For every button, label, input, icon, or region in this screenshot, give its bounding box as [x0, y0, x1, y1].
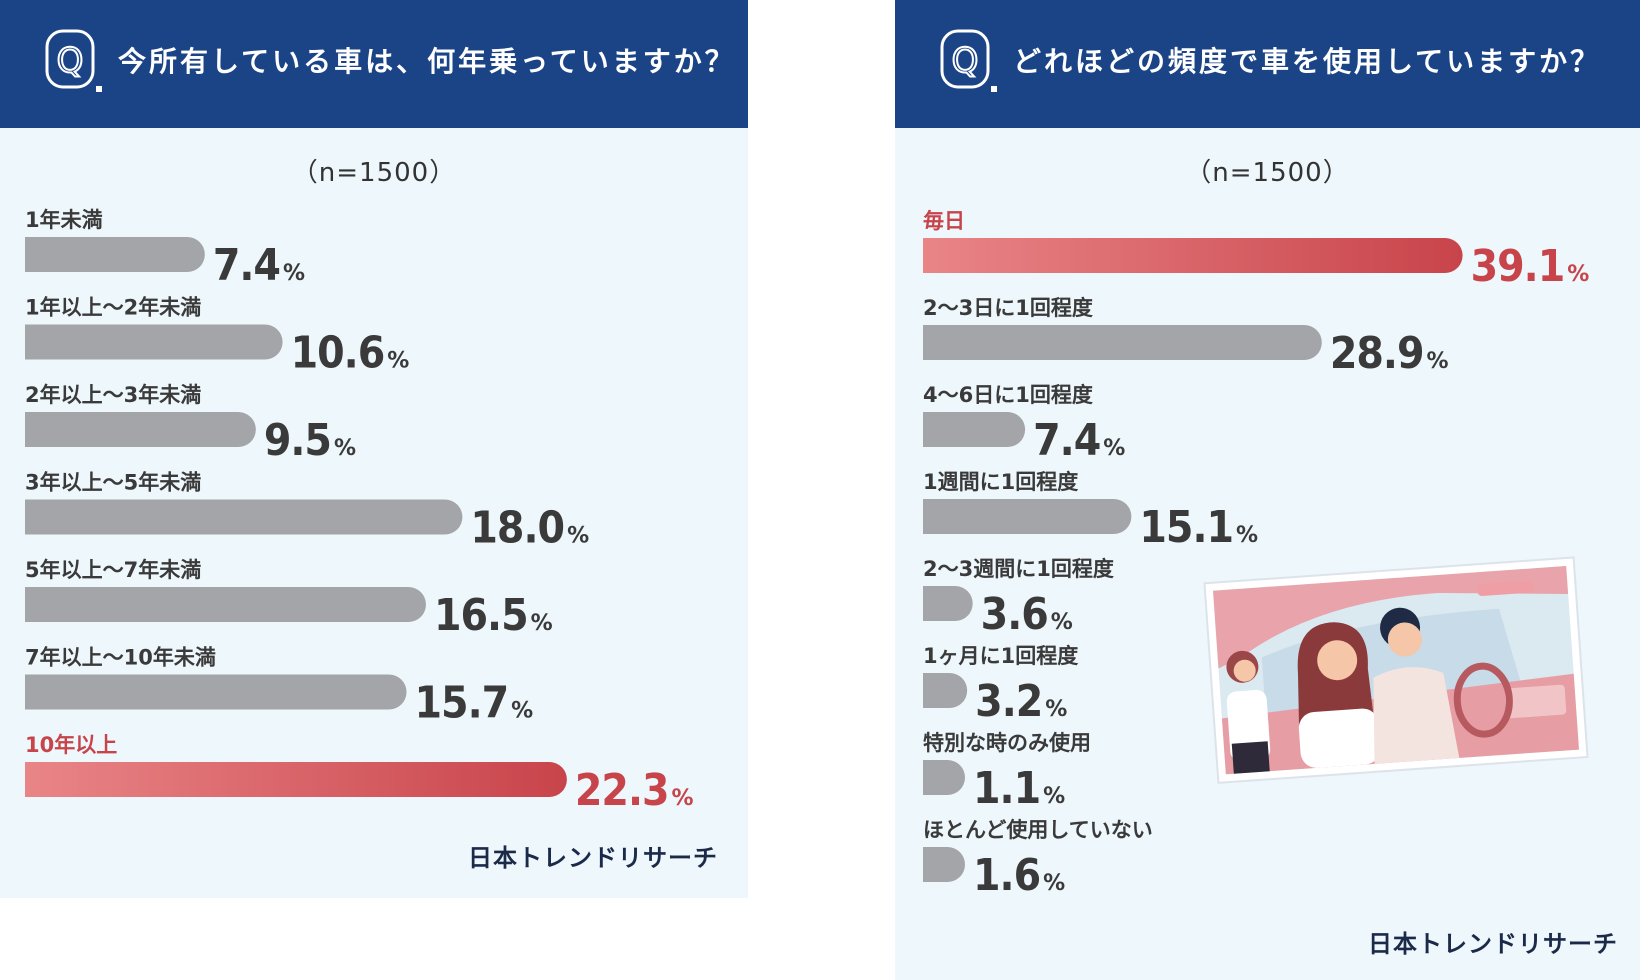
category-label: 1年未満: [25, 208, 103, 232]
bar: [923, 325, 1322, 360]
value-label: 1.6: [973, 850, 1040, 901]
percent-unit: %: [1043, 784, 1065, 809]
left-question-header: Q 今所有している車は、何年乗っていますか？: [0, 0, 748, 128]
value-label: 3.6: [981, 589, 1048, 640]
bar: [25, 499, 463, 535]
bar: [923, 412, 1026, 447]
value-label: 16.5: [434, 590, 528, 641]
left-bar-chart: 1年未満 7.4 % 1年以上～2年未満 10.6 % 2年以上～3年未満 9.5 % 3年以上～…: [25, 208, 694, 816]
bar: [25, 324, 283, 360]
value-label: 1.1: [973, 763, 1040, 814]
category-label: 特別な時のみ使用: [923, 731, 1091, 755]
category-label: 1年以上～2年未満: [25, 296, 201, 320]
percent-unit: %: [511, 699, 533, 724]
category-label: 10年以上: [25, 733, 117, 757]
percent-unit: %: [567, 524, 589, 549]
category-label: 7年以上～10年未満: [25, 646, 216, 670]
value-label: 7.4: [213, 240, 280, 291]
percent-unit: %: [334, 436, 356, 461]
value-label: 3.2: [975, 676, 1042, 727]
bar: [923, 673, 968, 708]
bar: [923, 238, 1463, 273]
category-label: ほとんど使用していない: [923, 818, 1153, 842]
left-survey-panel: Q 今所有している車は、何年乗っていますか？ （n=1500） 1年未満 7.4%…: [0, 0, 748, 898]
q-icon: Q: [940, 29, 997, 92]
right-bar-chart: 毎日 39.1 % 2～3日に1回程度 28.9 % 4～6日に1回程度 7.4 % 1週間に1回…: [923, 209, 1589, 901]
brand-logo: 日本トレンドリサーチ: [1368, 930, 1618, 958]
bar: [25, 412, 256, 447]
percent-unit: %: [1043, 871, 1065, 896]
category-label: 1週間に1回程度: [923, 470, 1078, 494]
category-label: 5年以上～7年未満: [25, 558, 201, 582]
percent-unit: %: [1045, 697, 1067, 722]
percent-unit: %: [1426, 349, 1448, 374]
value-label: 22.3: [575, 765, 669, 816]
value-label: 18.0: [470, 503, 564, 554]
right-question-header: Q どれほどの頻度で車を使用していますか？: [895, 0, 1640, 128]
brand-logo: 日本トレンドリサーチ: [468, 844, 718, 872]
category-label: 毎日: [923, 209, 965, 233]
bar: [25, 587, 426, 622]
right-question-title: どれほどの頻度で車を使用していますか？: [1013, 45, 1602, 78]
percent-unit: %: [283, 261, 305, 286]
value-label: 28.9: [1330, 328, 1424, 379]
value-label: 15.7: [415, 678, 509, 729]
bar: [25, 237, 205, 272]
right-survey-panel: Q どれほどの頻度で車を使用していますか？ （n=1500） 毎日 39.1% 2～…: [895, 0, 1640, 980]
left-sample-size: （n=1500）: [291, 158, 457, 188]
category-label: 2～3週間に1回程度: [923, 557, 1114, 581]
value-label: 9.5: [264, 415, 331, 466]
bar: [923, 760, 965, 795]
right-sample-size: （n=1500）: [1185, 158, 1350, 188]
left-question-title: 今所有している車は、何年乗っていますか？: [118, 45, 736, 78]
bar: [923, 499, 1132, 534]
percent-unit: %: [1567, 262, 1589, 287]
svg-text:Q: Q: [952, 41, 979, 81]
bar: [923, 586, 973, 621]
category-label: 1ヶ月に1回程度: [923, 644, 1078, 668]
percent-unit: %: [387, 349, 409, 374]
bar: [923, 847, 965, 882]
percent-unit: %: [1051, 610, 1073, 635]
value-label: 10.6: [291, 328, 385, 379]
car-passengers-illustration: [1203, 556, 1589, 784]
percent-unit: %: [531, 611, 553, 636]
bar: [25, 674, 407, 710]
percent-unit: %: [1236, 523, 1258, 548]
percent-unit: %: [672, 786, 694, 811]
category-label: 2年以上～3年未満: [25, 383, 201, 407]
bar: [25, 762, 567, 797]
value-label: 7.4: [1033, 415, 1100, 466]
svg-text:Q: Q: [57, 41, 84, 81]
category-label: 4～6日に1回程度: [923, 383, 1093, 407]
value-label: 15.1: [1139, 502, 1233, 553]
category-label: 3年以上～5年未満: [25, 471, 201, 495]
category-label: 2～3日に1回程度: [923, 296, 1093, 320]
percent-unit: %: [1103, 436, 1125, 461]
value-label: 39.1: [1471, 241, 1565, 292]
q-icon: Q: [45, 29, 102, 92]
